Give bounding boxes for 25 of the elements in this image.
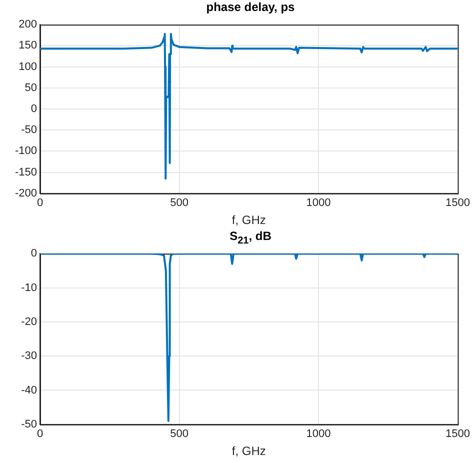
x-axis-title: f, GHz	[232, 444, 266, 458]
x-tick-label: 500	[170, 428, 188, 440]
y-tick-label: 0	[30, 103, 37, 116]
y-tick-label: -40	[21, 384, 37, 396]
x-tick-label: 1500	[446, 428, 470, 440]
x-tick-label: 1500	[446, 197, 470, 210]
y-tick-label: 150	[18, 40, 37, 52]
x-tick-label: 1000	[306, 428, 331, 440]
chart-title: S$_{21}$, dB	[228, 229, 272, 246]
y-tick-label: -30	[21, 350, 37, 362]
x-tick-label: 1000	[306, 197, 331, 210]
y-tick-label: -20	[21, 316, 37, 328]
x-tick-label: 500	[170, 197, 188, 210]
y-tick-label: -200	[14, 187, 37, 200]
y-tick-label: -50	[21, 418, 37, 430]
y-tick-label: 50	[24, 82, 37, 94]
y-tick-label: -10	[21, 282, 37, 294]
y-tick-label: -150	[14, 166, 37, 178]
y-tick-label: -50	[21, 124, 37, 136]
y-tick-label: 200	[18, 18, 37, 31]
y-tick-label: 0	[30, 248, 37, 260]
chart-title: phase delay, ps	[205, 0, 296, 15]
x-axis-title: f, GHz	[232, 213, 266, 228]
y-tick-label: 100	[18, 60, 37, 73]
y-tick-label: -100	[14, 145, 37, 158]
